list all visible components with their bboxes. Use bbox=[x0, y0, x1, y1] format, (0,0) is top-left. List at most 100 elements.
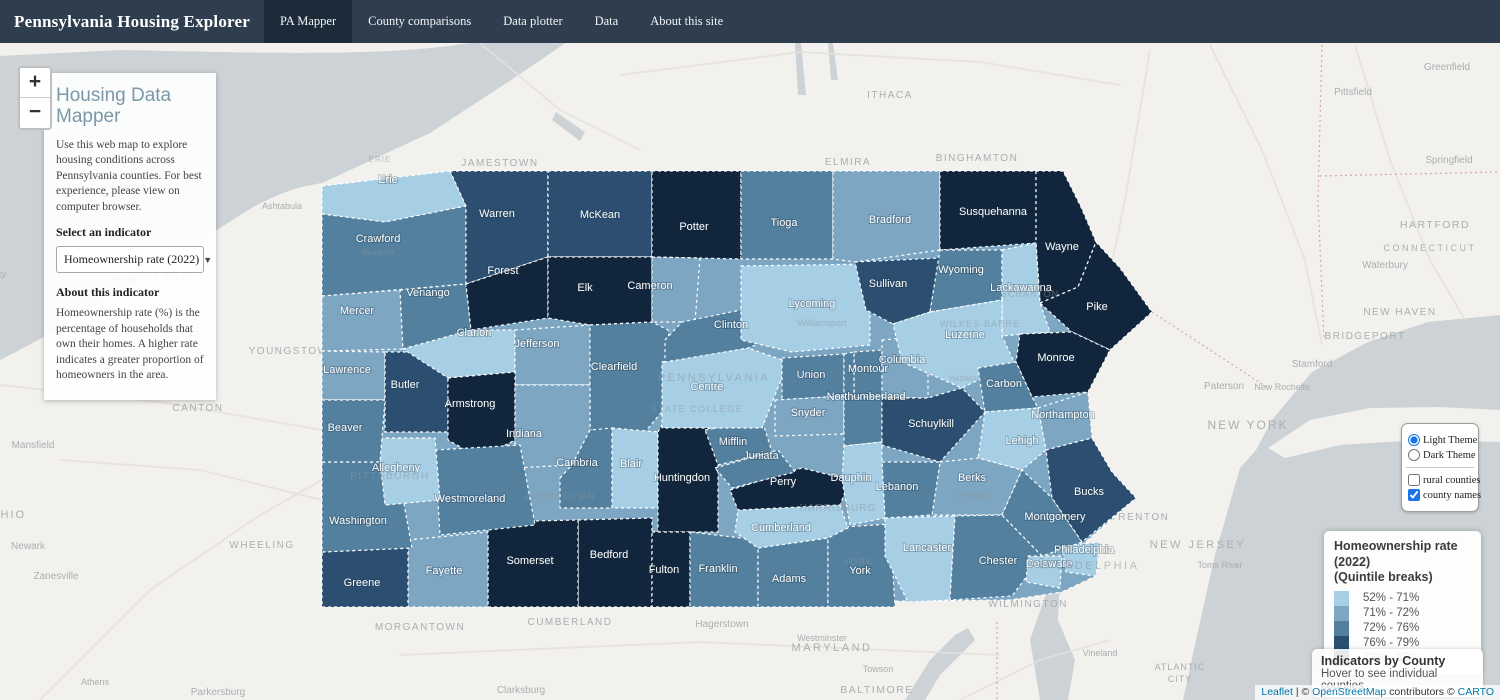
checkbox-county-names[interactable] bbox=[1408, 489, 1420, 501]
nav-tab-about-this-site[interactable]: About this site bbox=[650, 14, 724, 28]
radio-row-dark-theme[interactable]: Dark Theme bbox=[1408, 449, 1476, 461]
county-label-clarion: Clarion bbox=[457, 327, 492, 339]
county-shape-tioga[interactable] bbox=[740, 170, 834, 260]
county-shape-chester[interactable] bbox=[949, 514, 1043, 601]
county-label-columbia: Columbia bbox=[879, 354, 926, 366]
leaflet-link[interactable]: Leaflet bbox=[1261, 686, 1293, 698]
county-shape-juniata[interactable] bbox=[714, 449, 796, 489]
legend-class-row: 52% - 71% bbox=[1334, 590, 1471, 606]
county-shape-jefferson[interactable] bbox=[514, 324, 591, 386]
county-shape-erie[interactable] bbox=[321, 170, 467, 223]
county-shape-crawford[interactable] bbox=[321, 205, 467, 297]
state-border-line bbox=[1151, 311, 1269, 389]
county-shape-lycoming[interactable] bbox=[740, 263, 871, 353]
county-shape-bucks[interactable] bbox=[1045, 437, 1137, 543]
radio-dark-theme[interactable] bbox=[1408, 449, 1420, 461]
basemap-city-label: Paterson bbox=[1204, 381, 1244, 392]
county-shape-allegheny[interactable] bbox=[379, 437, 441, 506]
county-label-northampton: Northampton bbox=[1031, 409, 1095, 421]
nav-tab-pa-mapper[interactable]: PA Mapper bbox=[263, 0, 353, 43]
nav-tab-data-plotter[interactable]: Data plotter bbox=[503, 14, 563, 28]
basemap-city-label: Stamford bbox=[1292, 359, 1333, 370]
county-label-westmoreland: Westmoreland bbox=[435, 493, 506, 505]
county-shape-luzerne[interactable] bbox=[892, 299, 1015, 389]
basemap-overlay-label: WILKES-BARRE bbox=[940, 319, 1020, 329]
state-border-line bbox=[1319, 171, 1499, 177]
county-label-erie: Erie bbox=[378, 174, 398, 186]
county-shape-lawrence[interactable] bbox=[321, 350, 386, 401]
about-indicator-label: About this indicator bbox=[56, 285, 160, 300]
county-shape-franklin[interactable] bbox=[689, 531, 759, 608]
county-label-montour: Montour bbox=[848, 363, 889, 375]
basemap-city-label: OHIO bbox=[0, 509, 26, 521]
app-title: Pennsylvania Housing Explorer bbox=[14, 11, 250, 31]
basemap-road bbox=[959, 639, 1111, 700]
county-label-lancaster: Lancaster bbox=[903, 542, 952, 554]
county-shape-armstrong[interactable] bbox=[447, 371, 516, 459]
legend-class-label: 76% - 79% bbox=[1363, 636, 1420, 649]
county-shape-cameron[interactable] bbox=[651, 256, 701, 323]
county-shape-delaware[interactable] bbox=[1025, 555, 1063, 589]
county-shape-forest[interactable] bbox=[465, 256, 549, 331]
basemap-overlay-label: STATE COLLEGE bbox=[651, 404, 743, 414]
county-shape-fayette[interactable] bbox=[407, 531, 489, 608]
county-shape-lancaster[interactable] bbox=[884, 515, 956, 603]
county-shape-potter[interactable] bbox=[651, 170, 742, 260]
radio-light-theme[interactable] bbox=[1408, 434, 1420, 446]
checkbox-row-county-names[interactable]: county names bbox=[1408, 489, 1481, 501]
county-shape-warren[interactable] bbox=[449, 170, 549, 285]
radio-row-light-theme[interactable]: Light Theme bbox=[1408, 434, 1477, 446]
basemap-city-label: Pittsfield bbox=[1334, 87, 1372, 98]
county-shape-sullivan[interactable] bbox=[854, 257, 941, 325]
checkbox-rural-counties[interactable] bbox=[1408, 474, 1420, 486]
county-shape-york[interactable] bbox=[827, 523, 896, 608]
chevron-down-icon: ▼ bbox=[203, 254, 213, 265]
county-label-monroe: Monroe bbox=[1037, 352, 1074, 364]
county-shape-wyoming[interactable] bbox=[929, 249, 1003, 313]
county-shape-venango[interactable] bbox=[399, 283, 472, 350]
basemap-road bbox=[39, 479, 323, 700]
zoom-in-button[interactable]: + bbox=[20, 68, 50, 98]
county-label-franklin: Franklin bbox=[698, 563, 737, 575]
county-shape-clarion[interactable] bbox=[402, 329, 516, 379]
about-indicator-text: Homeownership rate (%) is the percentage… bbox=[56, 307, 204, 382]
county-label-carbon: Carbon bbox=[986, 378, 1022, 390]
county-shape-westmoreland[interactable] bbox=[434, 444, 536, 536]
county-label-dauphin: Dauphin bbox=[831, 472, 872, 484]
basemap-city-label: WILMINGTON bbox=[988, 599, 1068, 610]
county-shape-wayne[interactable] bbox=[1035, 170, 1097, 304]
map-canvas[interactable]: JAMESTOWN ITHACA ELMIRA BINGHAMTON Greenfiel… bbox=[0, 43, 1500, 700]
county-shape-lehigh[interactable] bbox=[977, 407, 1047, 471]
county-label-jefferson: Jefferson bbox=[514, 338, 559, 350]
county-shape-fulton[interactable] bbox=[651, 531, 691, 608]
panel-title: Housing Data Mapper bbox=[56, 85, 172, 128]
indicator-select[interactable]: Homeownership rate (2022) ▼ bbox=[56, 246, 212, 274]
county-shape-philadelphia[interactable] bbox=[1061, 541, 1101, 577]
basemap-road bbox=[1354, 44, 1466, 321]
county-label-lehigh: Lehigh bbox=[1005, 435, 1038, 447]
county-shape-mckean[interactable] bbox=[547, 170, 653, 258]
county-shape-carbon[interactable] bbox=[977, 361, 1039, 413]
county-shape-mercer[interactable] bbox=[321, 289, 404, 352]
county-shape-bradford[interactable] bbox=[832, 170, 941, 263]
county-label-lebanon: Lebanon bbox=[876, 481, 919, 493]
basemap-overlay-label: PHILADELPHIA bbox=[1031, 560, 1140, 572]
county-shape-lebanon[interactable] bbox=[881, 461, 941, 519]
choropleth-map-svg[interactable]: JAMESTOWN ITHACA ELMIRA BINGHAMTON Greenfiel… bbox=[0, 43, 1500, 700]
basemap-city-label: Zanesville bbox=[33, 571, 78, 582]
county-shape-bedford[interactable] bbox=[577, 517, 653, 608]
carto-link[interactable]: CARTO bbox=[1457, 686, 1494, 698]
nav-tab-county-comparisons[interactable]: County comparisons bbox=[368, 14, 472, 28]
basemap-city-label: JAMESTOWN bbox=[461, 158, 538, 169]
osm-link[interactable]: OpenStreetMap bbox=[1312, 686, 1387, 698]
county-label-armstrong: Armstrong bbox=[445, 398, 496, 410]
basemap-city-label: Hagerstown bbox=[695, 619, 748, 630]
county-shape-greene[interactable] bbox=[321, 547, 409, 608]
legend-title-line1: Homeownership rate (2022) bbox=[1334, 539, 1458, 569]
county-shape-pike[interactable] bbox=[1039, 241, 1153, 351]
county-shape-beaver[interactable] bbox=[321, 399, 386, 463]
county-shape-snyder[interactable] bbox=[774, 395, 845, 437]
zoom-out-button[interactable]: − bbox=[20, 98, 50, 128]
nav-tab-data[interactable]: Data bbox=[594, 14, 619, 28]
checkbox-row-rural-counties[interactable]: rural counties bbox=[1408, 474, 1480, 486]
